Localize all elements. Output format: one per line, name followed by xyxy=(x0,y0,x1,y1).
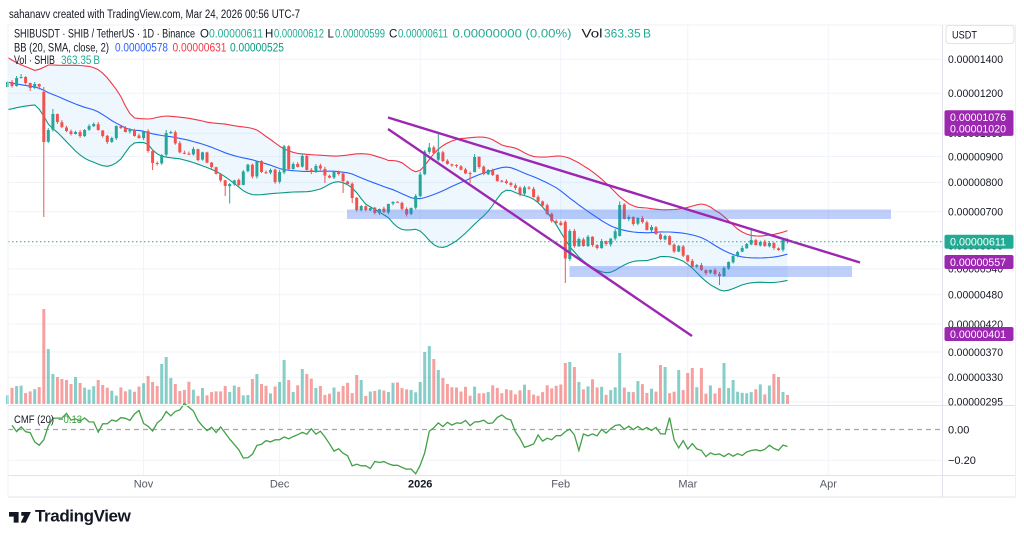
svg-text:Vol: Vol xyxy=(582,28,603,40)
svg-text:H: H xyxy=(265,28,273,40)
svg-text:0.00000800: 0.00000800 xyxy=(948,177,1003,189)
svg-text:0.00000631: 0.00000631 xyxy=(173,42,227,54)
svg-text:2026: 2026 xyxy=(408,479,432,491)
svg-text:−0.13: −0.13 xyxy=(58,414,82,426)
svg-text:0.00000578: 0.00000578 xyxy=(115,42,168,54)
svg-text:0.00001200: 0.00001200 xyxy=(948,88,1003,100)
svg-text:0.00000557: 0.00000557 xyxy=(950,257,1006,269)
svg-text:CMF (20): CMF (20) xyxy=(14,414,54,426)
svg-text:0.00001400: 0.00001400 xyxy=(948,54,1003,66)
svg-text:0.00000295: 0.00000295 xyxy=(948,397,1003,409)
svg-text:0.00000525: 0.00000525 xyxy=(230,42,284,54)
svg-text:Vol · SHIB: Vol · SHIB xyxy=(14,55,55,67)
svg-text:0.00: 0.00 xyxy=(948,424,969,436)
svg-text:0.00000370: 0.00000370 xyxy=(948,347,1003,359)
svg-text:0.00000700: 0.00000700 xyxy=(948,207,1003,219)
svg-text:363.35 B: 363.35 B xyxy=(604,28,651,40)
svg-text:0.00000611: 0.00000611 xyxy=(398,28,448,40)
svg-text:0.00001076: 0.00001076 xyxy=(950,112,1006,124)
svg-text:TradingView: TradingView xyxy=(35,507,132,526)
svg-text:0.00000401: 0.00000401 xyxy=(950,329,1006,341)
svg-text:L: L xyxy=(328,28,335,40)
svg-text:BB (20, SMA, close, 2): BB (20, SMA, close, 2) xyxy=(14,42,109,54)
svg-text:0.00000480: 0.00000480 xyxy=(948,290,1003,302)
svg-text:0.00000599: 0.00000599 xyxy=(335,28,385,40)
svg-text:363.35 B: 363.35 B xyxy=(61,55,100,67)
svg-text:0.00000000 (0.00%): 0.00000000 (0.00%) xyxy=(453,28,572,40)
svg-text:0.00000612: 0.00000612 xyxy=(274,28,324,40)
svg-text:sahanavv created with TradingV: sahanavv created with TradingView.com, M… xyxy=(9,9,300,21)
svg-text:Mar: Mar xyxy=(678,479,697,491)
svg-text:0.00000330: 0.00000330 xyxy=(948,372,1003,384)
svg-text:0.00000900: 0.00000900 xyxy=(948,151,1003,163)
svg-text:Nov: Nov xyxy=(134,479,154,491)
svg-text:0.00001020: 0.00001020 xyxy=(950,124,1006,136)
svg-text:O: O xyxy=(200,28,209,40)
svg-text:USDT: USDT xyxy=(952,29,977,41)
svg-text:0.00000611: 0.00000611 xyxy=(950,237,1006,249)
svg-text:0.00000611: 0.00000611 xyxy=(209,28,263,40)
svg-text:C: C xyxy=(389,28,397,40)
svg-text:−0.20: −0.20 xyxy=(948,455,976,467)
svg-text:SHIBUSDT · SHIB / TetherUS · 1: SHIBUSDT · SHIB / TetherUS · 1D · Binanc… xyxy=(14,28,195,40)
svg-text:Apr: Apr xyxy=(820,479,837,491)
svg-text:Feb: Feb xyxy=(551,479,570,491)
svg-text:Dec: Dec xyxy=(270,479,290,491)
